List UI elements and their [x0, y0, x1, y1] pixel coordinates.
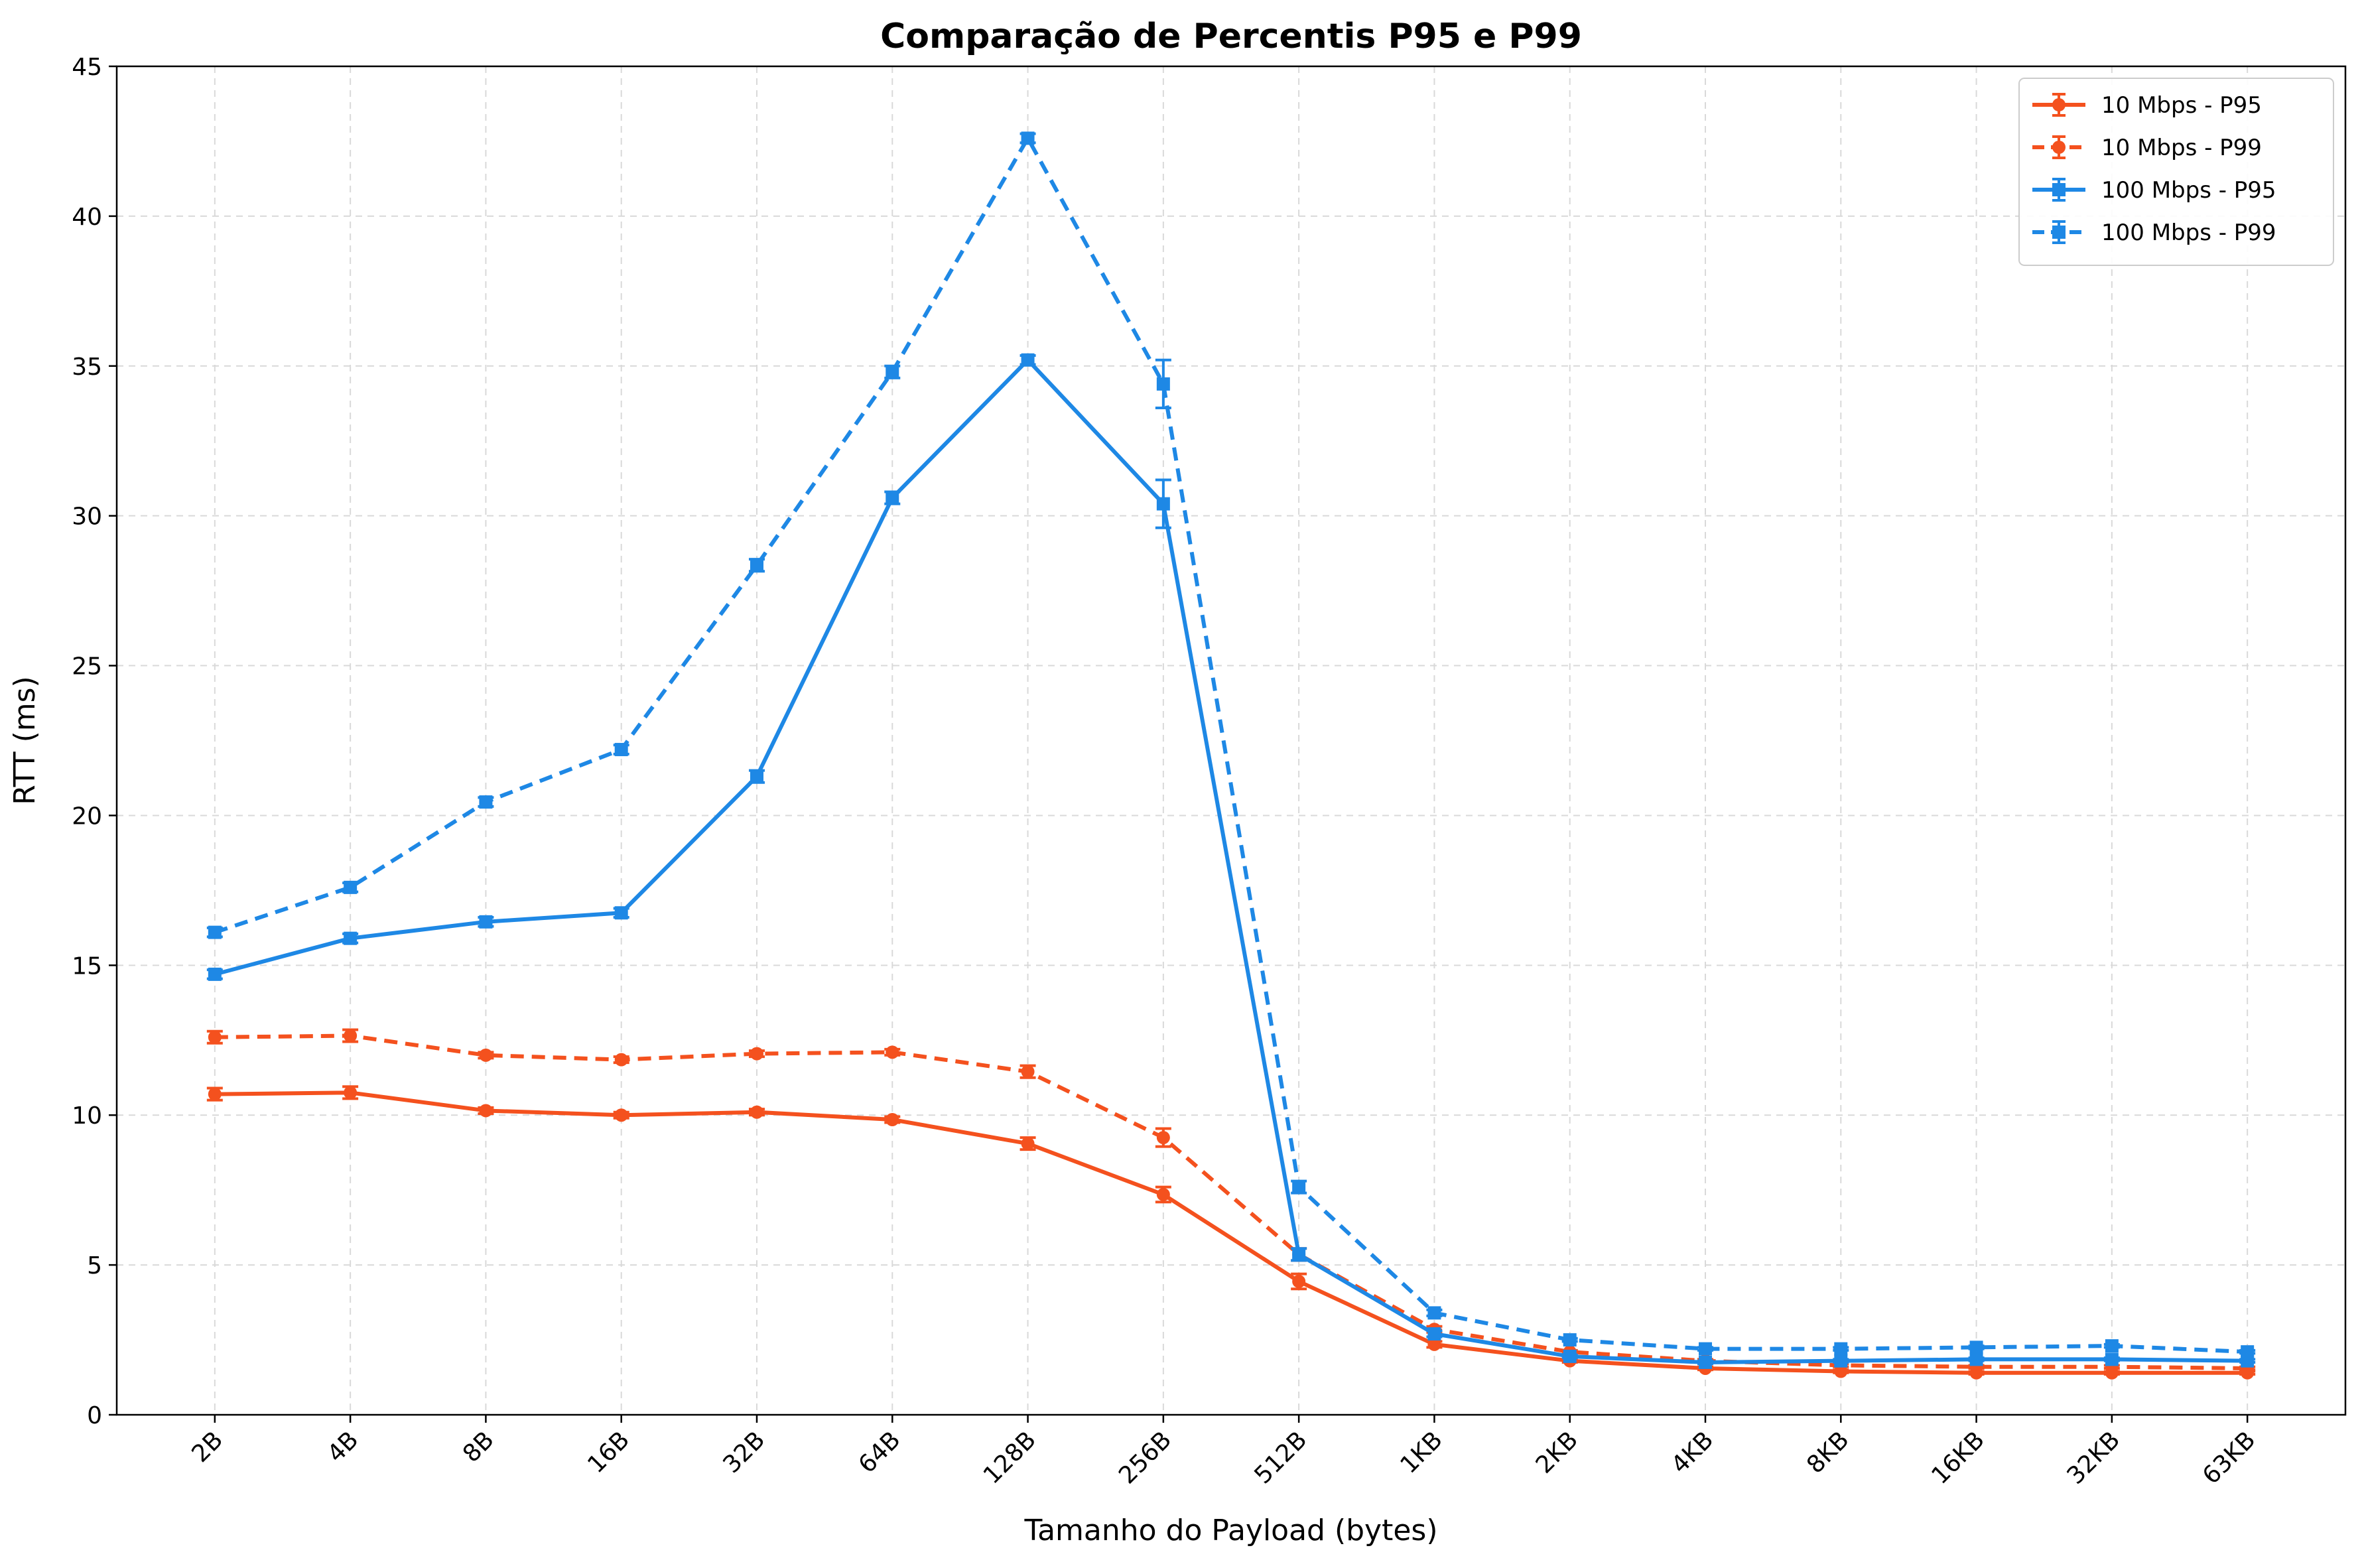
data-point — [750, 769, 763, 783]
y-tick-label: 5 — [87, 1252, 102, 1279]
data-point — [1156, 497, 1170, 511]
legend-swatch-marker — [2052, 226, 2066, 239]
series-layer — [206, 131, 2256, 1380]
data-point — [208, 1030, 222, 1044]
legend-entry: 100 Mbps - P95 — [2032, 177, 2276, 204]
plot-frame — [115, 65, 2347, 1416]
legend: 10 Mbps - P95 10 Mbps - P99 100 Mbps - P95… — [2018, 78, 2334, 266]
data-point — [1427, 1306, 1441, 1320]
data-point — [1292, 1274, 1306, 1288]
data-point — [479, 795, 493, 809]
data-point — [208, 1087, 222, 1101]
data-point — [614, 1108, 628, 1122]
data-point — [479, 1104, 493, 1118]
y-tick-label: 40 — [72, 204, 102, 231]
data-point — [1156, 1131, 1170, 1145]
y-axis-label: RTT (ms) — [8, 676, 42, 805]
data-point — [1292, 1248, 1306, 1262]
series-line — [214, 358, 2248, 1364]
data-point — [614, 1053, 628, 1067]
data-point — [1427, 1327, 1441, 1341]
data-point — [1563, 1349, 1577, 1363]
y-tick-label: 45 — [72, 54, 102, 81]
legend-swatch-marker — [2052, 98, 2066, 111]
data-point — [1021, 1065, 1035, 1078]
series-line — [214, 1090, 2248, 1375]
data-point — [1021, 131, 1035, 145]
series-line — [214, 136, 2248, 1354]
y-tick-label: 20 — [72, 803, 102, 830]
y-tick-label: 0 — [87, 1402, 102, 1429]
y-tick-label: 25 — [72, 653, 102, 681]
data-point — [1156, 1187, 1170, 1201]
series-4 — [206, 131, 2256, 1359]
data-point — [1021, 353, 1035, 367]
data-point — [1969, 1352, 1983, 1366]
chart-title: Comparação de Percentis P95 e P99 — [880, 17, 1582, 56]
data-point — [750, 558, 763, 572]
data-point — [1699, 1342, 1713, 1356]
data-point — [1563, 1333, 1577, 1347]
legend-label: 10 Mbps - P99 — [2101, 135, 2262, 161]
legend-label: 10 Mbps - P95 — [2101, 92, 2262, 119]
data-point — [886, 365, 899, 379]
data-point — [1834, 1354, 1848, 1368]
y-tick-label: 10 — [72, 1102, 102, 1130]
data-point — [344, 1029, 358, 1043]
data-point — [1969, 1340, 1983, 1354]
data-point — [344, 931, 358, 945]
data-point — [208, 967, 222, 981]
legend-label: 100 Mbps - P99 — [2101, 220, 2276, 246]
data-point — [886, 1045, 899, 1059]
legend-entry: 100 Mbps - P99 — [2032, 220, 2276, 246]
legend-swatch-marker — [2052, 141, 2066, 154]
legend-box — [2018, 78, 2334, 266]
data-point — [208, 925, 222, 939]
series-line — [214, 1033, 2248, 1370]
legend-entry: 10 Mbps - P95 — [2032, 92, 2262, 119]
y-tick-label: 35 — [72, 354, 102, 381]
legend-entry: 10 Mbps - P99 — [2032, 135, 2262, 161]
data-point — [750, 1105, 763, 1119]
data-point — [479, 915, 493, 929]
y-tick-label: 30 — [72, 503, 102, 531]
data-point — [886, 491, 899, 505]
legend-label: 100 Mbps - P95 — [2101, 177, 2276, 204]
data-point — [1699, 1355, 1713, 1369]
data-point — [2241, 1345, 2255, 1359]
data-point — [614, 743, 628, 757]
data-point — [2105, 1352, 2119, 1366]
data-point — [344, 1086, 358, 1100]
data-point — [1834, 1342, 1848, 1356]
data-point — [614, 906, 628, 920]
data-point — [1427, 1337, 1441, 1351]
data-point — [750, 1047, 763, 1061]
data-point — [479, 1048, 493, 1062]
data-point — [1292, 1180, 1306, 1194]
data-point — [886, 1112, 899, 1126]
data-point — [2105, 1339, 2119, 1353]
data-point — [344, 880, 358, 894]
legend-swatch-marker — [2052, 183, 2066, 196]
y-tick-label: 15 — [72, 952, 102, 980]
data-point — [1156, 377, 1170, 391]
x-axis-label: Tamanho do Payload (bytes) — [1023, 1514, 1437, 1547]
data-point — [1021, 1137, 1035, 1151]
